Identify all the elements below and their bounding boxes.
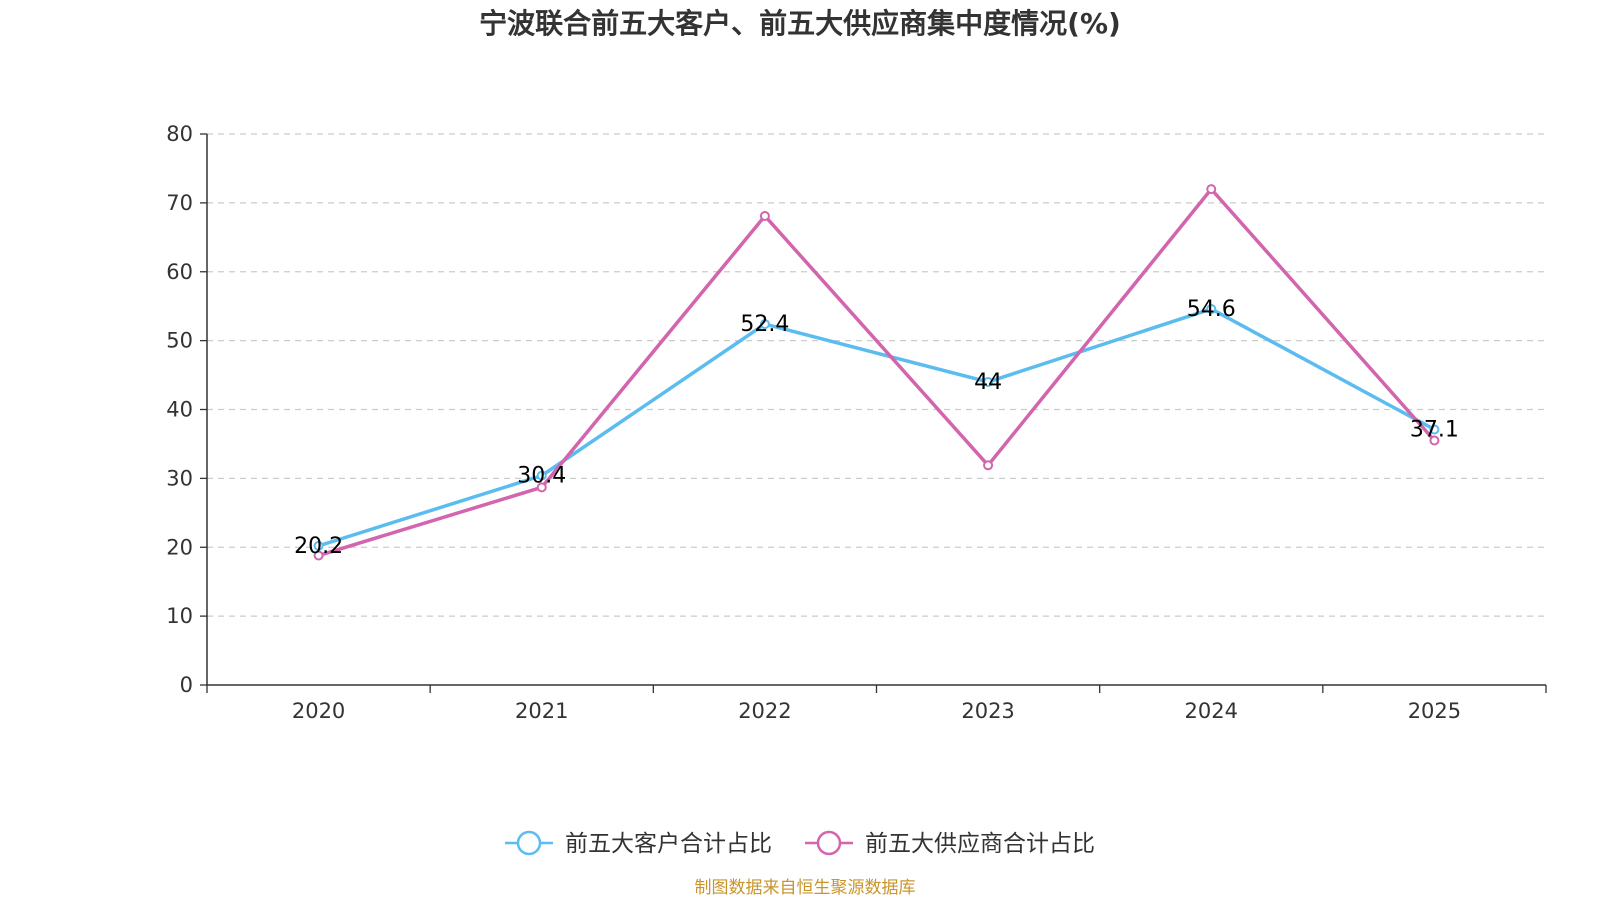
series-line-0 (318, 307, 1436, 548)
data-point-1[interactable] (1429, 435, 1440, 446)
data-point-1[interactable] (1206, 184, 1217, 195)
data-point-1[interactable] (983, 460, 994, 471)
legend-item-customers[interactable]: 前五大客户合计占比 (505, 830, 772, 857)
legend-circle-icon-suppliers (816, 830, 842, 856)
legend-label-suppliers: 前五大供应商合计占比 (865, 831, 1095, 857)
y-tick-label: 80 (166, 122, 193, 146)
legend: 前五大客户合计占比 前五大供应商合计占比 (505, 830, 1095, 857)
data-label: 37.1 (1410, 417, 1459, 442)
data-label: 30.4 (517, 464, 566, 489)
data-point-0[interactable] (313, 540, 324, 551)
data-point-1[interactable] (313, 550, 324, 561)
y-tick-label: 50 (166, 329, 193, 353)
source-note: 制图数据来自恒生聚源数据库 (695, 878, 916, 898)
y-tick-label: 60 (166, 260, 193, 284)
axes: 0 10 20 30 40 50 60 70 80 2020 2021 2022 2023 2024 202… (166, 122, 1547, 723)
data-labels: 20.2 30.4 52.4 44 54.6 37.1 (294, 297, 1459, 559)
data-label: 44 (974, 370, 1002, 395)
legend-label-customers: 前五大客户合计占比 (565, 831, 772, 857)
x-tick-label: 2021 (515, 699, 568, 723)
y-tick-label: 0 (180, 673, 193, 697)
x-tick-label: 2025 (1408, 699, 1461, 723)
data-point-0[interactable] (1429, 424, 1440, 435)
data-point-0[interactable] (759, 319, 770, 330)
data-point-0[interactable] (1206, 303, 1217, 314)
x-tick-label: 2023 (961, 699, 1014, 723)
y-tick-label: 30 (166, 466, 193, 490)
data-point-0[interactable] (536, 470, 547, 481)
data-label: 20.2 (294, 534, 343, 559)
x-tick-label: 2024 (1185, 699, 1238, 723)
y-tick-label: 40 (166, 398, 193, 422)
legend-circle-icon-customers (516, 830, 542, 856)
legend-item-suppliers[interactable]: 前五大供应商合计占比 (805, 830, 1095, 857)
series-line-1 (318, 187, 1436, 558)
series-lines (313, 184, 1440, 561)
grid-lines (207, 133, 1546, 617)
y-tick-label: 70 (166, 191, 193, 215)
x-tick-label: 2020 (292, 699, 345, 723)
data-point-1[interactable] (536, 482, 547, 493)
data-point-0[interactable] (983, 376, 994, 387)
y-tick-label: 20 (166, 535, 193, 559)
data-label: 54.6 (1187, 297, 1236, 322)
data-label: 52.4 (740, 312, 789, 337)
y-tick-label: 10 (166, 604, 193, 628)
data-point-1[interactable] (759, 210, 770, 221)
x-tick-label: 2022 (738, 699, 791, 723)
chart-title: 宁波联合前五大客户、前五大供应商集中度情况(%) (479, 7, 1121, 40)
